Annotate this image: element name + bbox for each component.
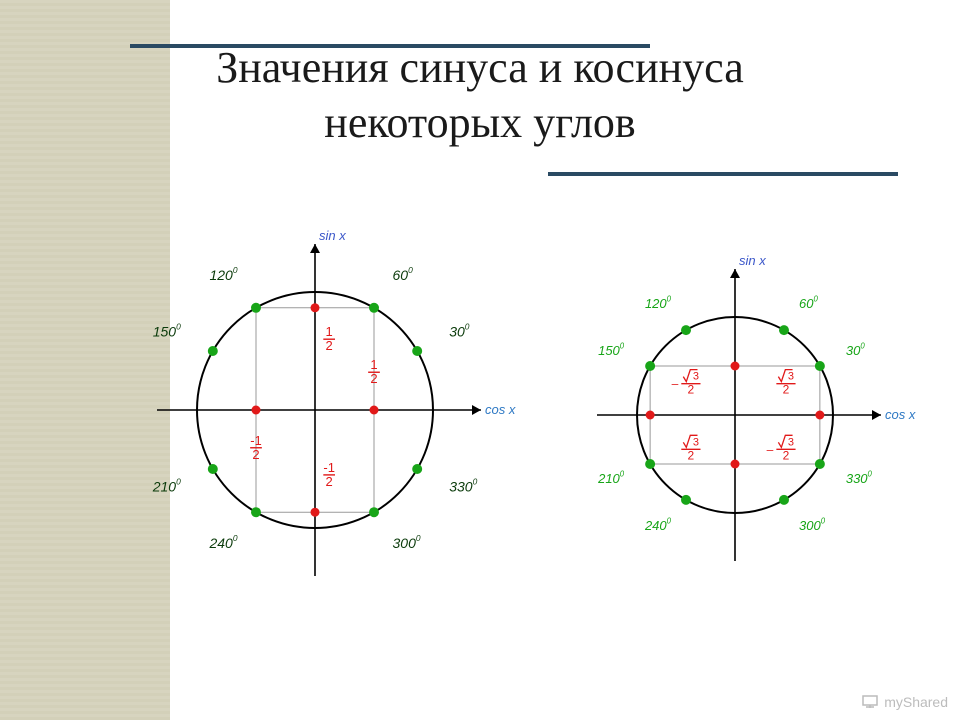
svg-text:2400: 2400 xyxy=(644,516,672,533)
svg-text:sin x: sin x xyxy=(319,228,346,243)
svg-text:3: 3 xyxy=(788,436,794,448)
svg-text:–: – xyxy=(767,442,774,456)
rule-bottom xyxy=(548,172,898,176)
svg-text:1500: 1500 xyxy=(153,322,181,340)
svg-text:1500: 1500 xyxy=(598,342,625,359)
svg-text:2400: 2400 xyxy=(208,533,237,551)
svg-text:2: 2 xyxy=(252,447,259,462)
title-line2: некоторых углов xyxy=(0,95,960,150)
svg-text:2: 2 xyxy=(783,383,790,397)
svg-text:2100: 2100 xyxy=(152,477,181,495)
svg-text:300: 300 xyxy=(846,342,865,359)
svg-text:300: 300 xyxy=(449,322,470,340)
svg-text:cos x: cos x xyxy=(485,402,516,417)
svg-text:2: 2 xyxy=(370,371,377,386)
svg-text:2: 2 xyxy=(326,338,333,353)
svg-text:600: 600 xyxy=(799,295,818,312)
svg-text:2: 2 xyxy=(783,448,790,462)
svg-text:2: 2 xyxy=(326,474,333,489)
svg-text:2100: 2100 xyxy=(597,470,625,487)
svg-text:3: 3 xyxy=(693,371,699,383)
svg-text:1: 1 xyxy=(326,324,333,339)
title-line1: Значения синуса и косинуса xyxy=(0,40,960,95)
watermark: myShared xyxy=(862,694,948,710)
svg-text:3: 3 xyxy=(693,436,699,448)
svg-text:cos x: cos x xyxy=(885,407,916,422)
svg-text:3: 3 xyxy=(788,371,794,383)
watermark-text: myShared xyxy=(884,694,948,710)
svg-text:600: 600 xyxy=(393,265,414,283)
figures: cos xsin x300600120015002100240030003300… xyxy=(120,210,940,630)
title-block: Значения синуса и косинуса некоторых угл… xyxy=(0,40,960,150)
svg-text:3000: 3000 xyxy=(799,516,826,533)
slide: Значения синуса и косинуса некоторых угл… xyxy=(0,0,960,720)
diagram-svg: cos xsin x300600120015002100240030003300… xyxy=(120,210,940,630)
svg-text:3000: 3000 xyxy=(393,533,421,551)
svg-text:3300: 3300 xyxy=(846,470,873,487)
svg-text:3300: 3300 xyxy=(449,477,477,495)
svg-text:2: 2 xyxy=(688,448,695,462)
svg-text:1200: 1200 xyxy=(209,265,237,283)
svg-text:–: – xyxy=(672,377,679,391)
svg-text:-1: -1 xyxy=(323,460,335,475)
presentation-icon xyxy=(862,695,878,709)
svg-text:1: 1 xyxy=(370,357,377,372)
svg-text:sin x: sin x xyxy=(739,253,766,268)
svg-text:1200: 1200 xyxy=(645,295,672,312)
svg-text:-1: -1 xyxy=(250,433,262,448)
svg-text:2: 2 xyxy=(688,383,695,397)
